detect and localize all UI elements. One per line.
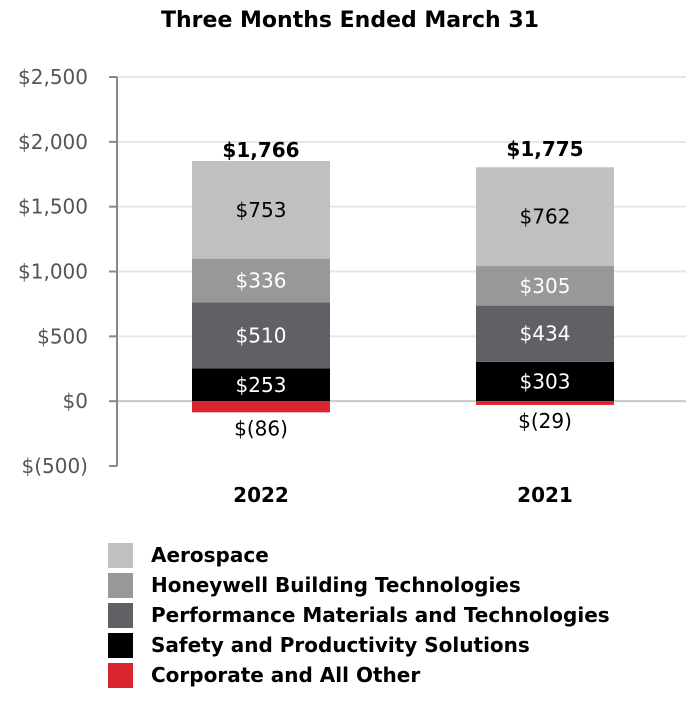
legend-swatch [108,632,133,658]
y-tick-label: $0 [63,389,88,413]
legend-swatch [108,662,133,688]
bar-segment [476,266,614,306]
y-tick-label: $2,000 [18,130,88,154]
legend-item: Performance Materials and Technologies [108,600,610,630]
data-label: $(86) [234,416,288,440]
data-label: $336 [236,268,287,292]
data-label: $253 [236,373,287,397]
y-tick-label: $2,500 [18,65,88,89]
bar-segment [192,302,330,369]
legend-label: Safety and Productivity Solutions [151,633,530,657]
x-tick-label: 2022 [233,483,289,507]
data-label: $434 [520,322,571,346]
legend-label: Aerospace [151,543,269,567]
bar-segment [192,161,330,259]
data-label: $(29) [518,409,572,433]
legend: Aerospace Honeywell Building Technologies… [108,540,610,690]
bar-segment [192,401,330,413]
bar-segment [476,305,614,362]
data-label: $305 [520,274,571,298]
chart-title: Three Months Ended March 31 [161,8,539,33]
legend-label: Corporate and All Other [151,663,421,687]
legend-item: Aerospace [108,540,610,570]
y-tick-label: $(500) [21,454,88,478]
data-label: $303 [520,370,571,394]
y-tick-label: $500 [37,324,88,348]
x-tick-label: 2021 [517,483,573,507]
bar-segment [192,258,330,303]
legend-swatch [108,572,133,598]
legend-label: Performance Materials and Technologies [151,603,610,627]
bar-segment [476,167,614,267]
total-label: $1,775 [506,137,583,161]
y-tick-label: $1,500 [18,195,88,219]
legend-item: Safety and Productivity Solutions [108,630,610,660]
y-tick-label: $1,000 [18,260,88,284]
legend-label: Honeywell Building Technologies [151,573,521,597]
data-label: $510 [236,323,287,347]
bar-segment [476,401,614,405]
legend-item: Corporate and All Other [108,660,610,690]
legend-item: Honeywell Building Technologies [108,570,610,600]
bar-segment [192,368,330,402]
data-label: $762 [520,205,571,229]
data-label: $753 [236,198,287,222]
legend-swatch [108,542,133,568]
plot-area: $(500) $0 $500 $1,000 $1,500 $2,000 $2,500 $253… [18,65,686,507]
legend-swatch [108,602,133,628]
total-label: $1,766 [222,138,299,162]
bar-segment [476,361,614,402]
